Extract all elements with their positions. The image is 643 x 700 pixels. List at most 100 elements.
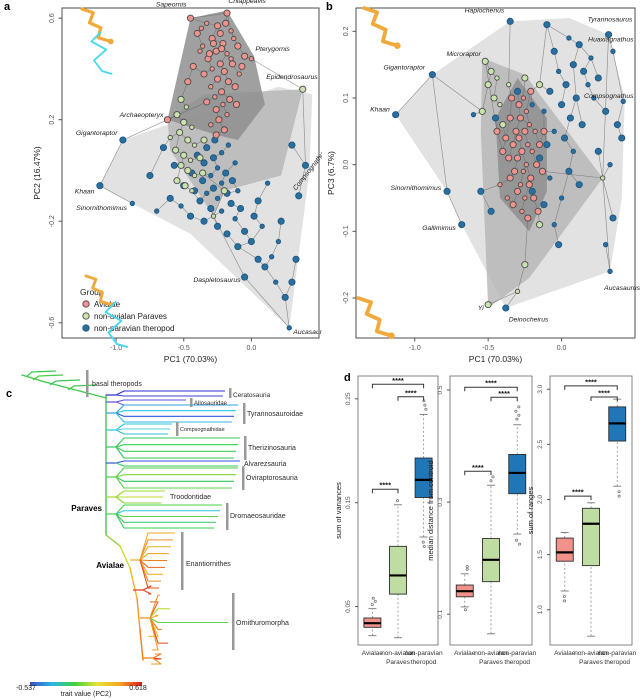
panel-c-phylogeny: basal theropods Ceratosauria Allosauridae T… (16, 370, 303, 698)
data-point (506, 114, 514, 122)
significance-stars: **** (405, 388, 417, 397)
data-point (491, 114, 500, 122)
data-point (209, 184, 218, 192)
data-point (200, 70, 208, 78)
panel-b-pca-plot: Haplocherius Tyrannosaurus Huaxiagnathus Mi… (326, 6, 641, 364)
data-point (484, 81, 492, 89)
clade-label: Enantiornithes (186, 561, 231, 568)
data-point (214, 22, 222, 30)
data-point (178, 203, 184, 209)
data-point (200, 43, 206, 49)
data-point (506, 174, 514, 182)
outlier-point (617, 490, 621, 494)
clade-label: Compsognathidae (180, 427, 225, 433)
data-point (177, 161, 185, 169)
data-point (478, 107, 486, 115)
data-point (184, 166, 192, 175)
group-label: non-avialan (474, 650, 508, 657)
data-point (273, 279, 279, 285)
y-axis-label: PC3 (6.7%) (326, 151, 336, 195)
data-point (534, 207, 542, 215)
svg-text:Archaeopteryx: Archaeopteryx (119, 112, 164, 119)
data-point (214, 165, 221, 171)
svg-text:1.5: 1.5 (537, 550, 544, 559)
box (508, 454, 527, 495)
data-point (232, 160, 238, 166)
data-point (281, 293, 289, 301)
data-point (295, 192, 303, 200)
boxplot: 0.05 0.15 0.25 sum of variances Avialaenon-a… (336, 375, 443, 666)
data-point (558, 195, 565, 201)
svg-text:-0.5: -0.5 (482, 345, 494, 352)
svg-text:0.0: 0.0 (247, 345, 257, 352)
svg-text:Pterygornis: Pterygornis (255, 46, 290, 53)
data-point (540, 201, 548, 209)
data-point (505, 154, 513, 162)
svg-text:-0.1: -0.1 (343, 225, 350, 237)
data-point (493, 127, 501, 135)
outlier-point (396, 499, 400, 503)
convex-hull (167, 10, 265, 140)
data-point (173, 111, 181, 119)
svg-text:Sinornithomimus: Sinornithomimus (76, 205, 127, 212)
data-point (481, 57, 489, 65)
data-point (536, 154, 544, 162)
data-point (214, 75, 222, 83)
data-point (223, 230, 231, 238)
data-point (184, 136, 192, 144)
clade-label: Ceratosauria (233, 392, 271, 399)
data-point (292, 255, 300, 263)
data-point (231, 35, 237, 42)
data-point (527, 174, 535, 182)
data-point (183, 104, 190, 110)
svg-text:Khaan: Khaan (370, 106, 390, 113)
data-point (228, 56, 234, 62)
outlier-point (370, 602, 374, 606)
data-point (288, 141, 296, 149)
data-point (166, 194, 174, 202)
data-point (602, 242, 609, 248)
data-point (609, 214, 617, 222)
data-point (521, 74, 529, 82)
clade-label: Tyrannosauroidae (247, 411, 303, 418)
data-point (528, 187, 536, 195)
svg-text:Deinocheirus: Deinocheirus (509, 316, 549, 323)
outlier-point (373, 599, 377, 603)
data-point (129, 200, 135, 207)
data-point (176, 128, 184, 136)
panel-letter-b: b (326, 1, 333, 13)
data-point (536, 81, 544, 89)
data-point (277, 217, 285, 225)
data-point (216, 60, 224, 68)
data-point (618, 134, 626, 142)
data-point (208, 84, 214, 90)
data-point (200, 136, 208, 144)
svg-text:-0.2: -0.2 (49, 215, 56, 227)
significance-bracket: **** (464, 463, 492, 476)
outlier-point (371, 596, 375, 600)
data-point (550, 47, 558, 55)
data-point (228, 177, 236, 185)
outlier-point (514, 409, 518, 413)
data-point (288, 278, 296, 286)
svg-text:2.0: 2.0 (537, 495, 544, 504)
data-point (484, 301, 492, 309)
svg-text:Chiappeavis: Chiappeavis (228, 0, 266, 5)
outlier-point (617, 494, 621, 498)
data-point (241, 227, 249, 235)
clade-bar (181, 532, 184, 590)
panel-letter-d: d (344, 372, 351, 384)
data-point (208, 172, 214, 179)
clade-bar (243, 403, 246, 424)
svg-text:0.5: 0.5 (437, 385, 444, 394)
data-point (286, 325, 292, 331)
legend-swatch (82, 324, 90, 332)
svg-text:Gallimimus: Gallimimus (422, 225, 456, 232)
clade-label-bold: Paraves (71, 504, 102, 513)
data-point (225, 142, 232, 148)
data-point (536, 221, 544, 229)
data-point (499, 121, 507, 129)
svg-text:0.0: 0.0 (557, 345, 567, 352)
data-point (275, 238, 282, 245)
